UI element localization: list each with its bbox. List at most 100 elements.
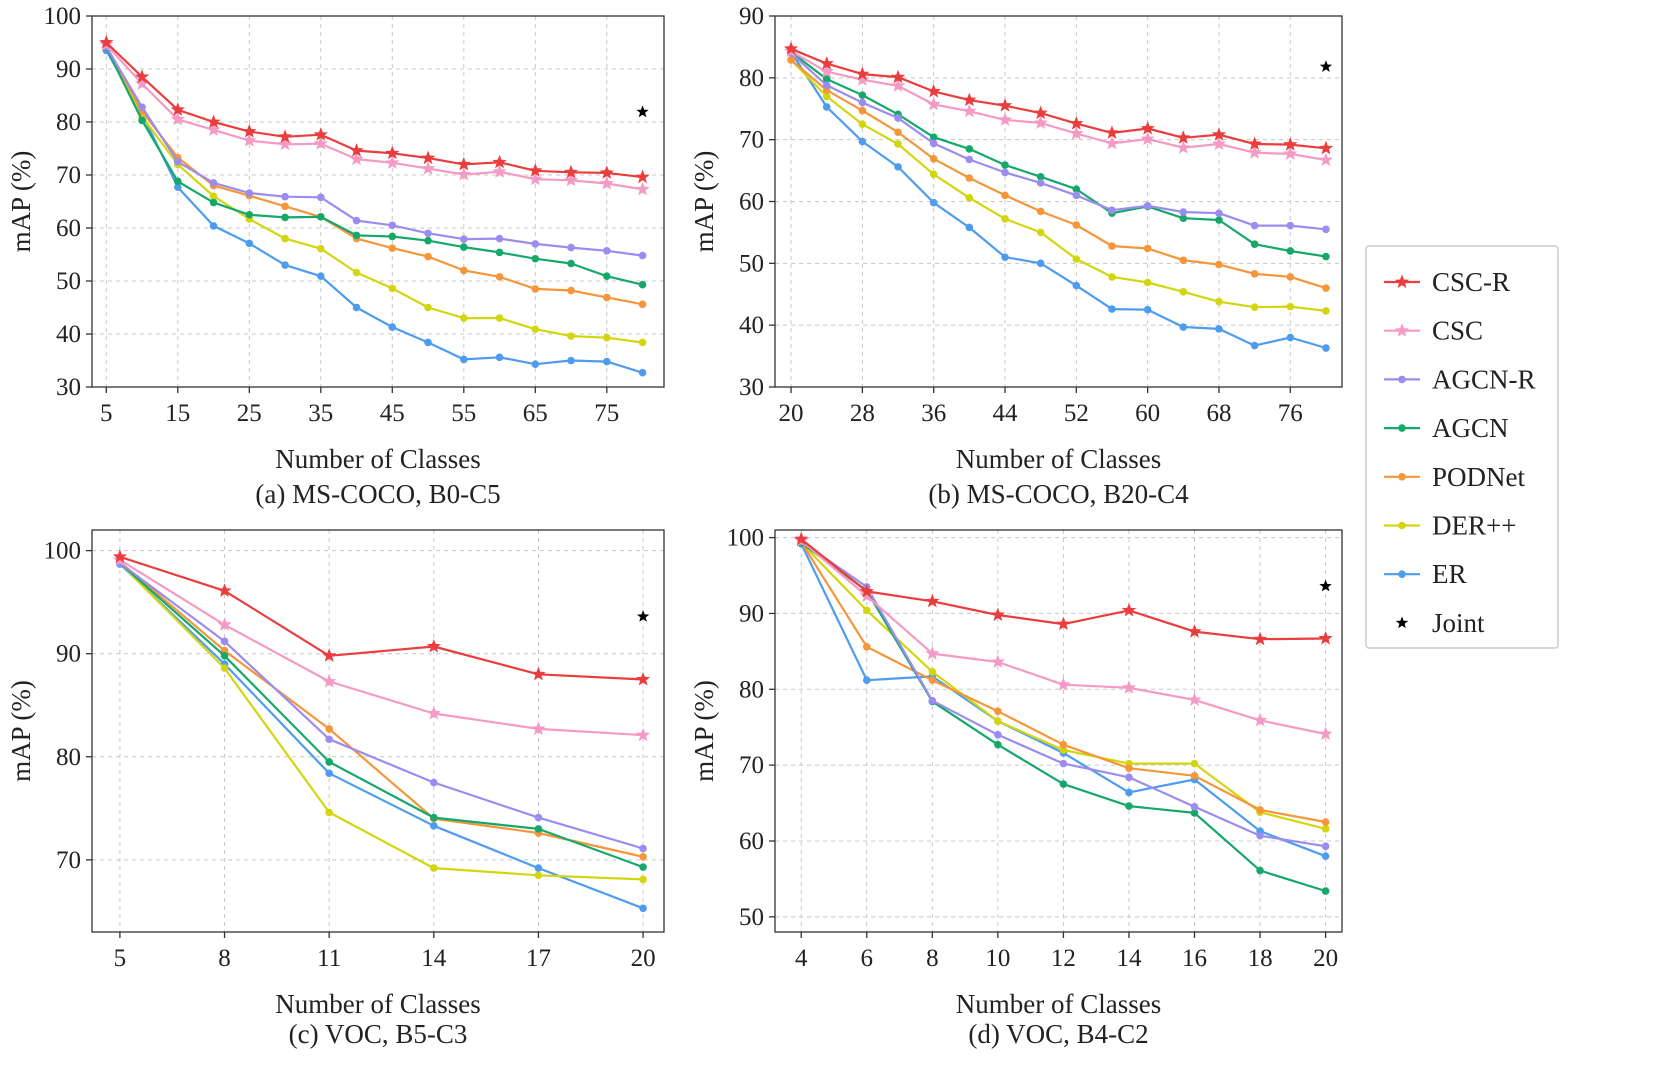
data-point [460, 235, 468, 243]
data-point [317, 244, 325, 253]
data-point [567, 286, 575, 295]
chart-c-series-agcn-r [116, 559, 647, 853]
data-point [1069, 126, 1084, 140]
data-point [1121, 602, 1137, 617]
chart-a-xtick-1: 15 [165, 400, 190, 427]
chart-b-xtick-1: 28 [850, 400, 875, 427]
legend-item-agcn-r: AGCN-R [1384, 364, 1536, 394]
chart-d-xtick-5: 14 [1116, 945, 1142, 972]
chart-d-xtick-0: 4 [795, 945, 808, 972]
data-point [531, 666, 546, 681]
legend-item-er: ER [1384, 559, 1467, 589]
chart-b-xtick-6: 68 [1206, 400, 1231, 427]
series-line [105, 46, 643, 257]
data-point [1286, 221, 1295, 230]
data-point [1252, 712, 1268, 727]
chart-a-ytick-6: 90 [56, 56, 81, 83]
data-point [1069, 116, 1084, 130]
data-point [495, 234, 504, 243]
data-point [420, 150, 436, 165]
data-point [1056, 677, 1071, 691]
data-point [858, 106, 867, 115]
data-point [1190, 809, 1199, 817]
data-point [639, 863, 647, 871]
data-point [965, 193, 974, 202]
data-point [1059, 780, 1068, 788]
data-point [170, 111, 185, 126]
data-point [349, 143, 364, 157]
data-point [325, 808, 333, 817]
legend-label: ER [1432, 559, 1467, 589]
data-point [206, 122, 221, 136]
data-point [783, 41, 799, 55]
data-point [638, 300, 647, 309]
data-point [1036, 207, 1045, 216]
data-point [1001, 215, 1009, 223]
data-point [217, 583, 232, 597]
chart-a-xtick-0: 5 [100, 400, 113, 427]
data-point [430, 864, 438, 872]
data-point [1318, 631, 1333, 645]
chart-c-series-podnet [116, 558, 647, 861]
chart-c: 70 80 90 100 5 8 11 14 17 20 Number of Classes mAP … [6, 529, 665, 1049]
chart-a-xtick-7: 75 [594, 400, 619, 427]
chart-d-ytick-0: 50 [739, 904, 764, 931]
data-point [534, 871, 543, 880]
data-point [209, 179, 218, 187]
data-point [209, 198, 218, 207]
data-point [1322, 284, 1330, 292]
data-point [456, 156, 471, 171]
legend-marker [1395, 616, 1409, 629]
chart-c-ytick-2: 90 [56, 641, 81, 668]
data-point [1108, 273, 1116, 281]
data-point [426, 639, 441, 653]
data-point [245, 210, 254, 219]
data-point [822, 103, 831, 111]
legend-marker [1398, 473, 1406, 481]
data-point [563, 172, 579, 187]
data-point [1283, 146, 1298, 160]
data-point [1322, 344, 1330, 352]
legend-item-csc-r: CSC-R [1384, 267, 1510, 297]
legend-marker [1398, 424, 1406, 432]
data-point [1125, 773, 1133, 782]
chart-a-ytick-0: 30 [56, 374, 81, 401]
data-point [1033, 115, 1048, 129]
chart-d-joint-point [1319, 579, 1332, 592]
series-line [105, 43, 643, 191]
data-point [1286, 247, 1295, 255]
legend-label: DER++ [1432, 511, 1516, 541]
chart-b-xtick-0: 20 [779, 400, 804, 427]
data-point [1252, 631, 1268, 646]
data-point [1179, 214, 1188, 222]
chart-b-joint-point [1319, 60, 1333, 72]
data-point [925, 646, 940, 660]
legend-box [1365, 245, 1559, 649]
series-line [119, 558, 644, 737]
data-point [325, 725, 333, 733]
series-line [790, 59, 1327, 312]
data-point [635, 169, 650, 184]
data-point [894, 114, 902, 122]
data-point [1140, 121, 1155, 135]
data-point [1190, 771, 1199, 780]
data-point [929, 155, 938, 163]
data-point [928, 668, 937, 676]
data-point [1125, 802, 1133, 810]
data-point [492, 164, 507, 178]
data-point [1036, 172, 1045, 181]
series-line [790, 51, 1327, 258]
data-point [534, 864, 543, 872]
data-point [281, 202, 289, 211]
chart-b-ytick-0: 30 [739, 374, 764, 401]
data-point [1001, 168, 1009, 177]
data-point [567, 243, 575, 252]
legend-marker [1398, 521, 1406, 530]
data-point [1256, 806, 1264, 814]
data-point [1108, 305, 1116, 313]
chart-d-series-agcn-r [797, 537, 1330, 851]
data-point [430, 778, 438, 787]
chart-d-series-csc [794, 533, 1333, 741]
data-point [317, 272, 325, 281]
legend-marker [1398, 375, 1406, 384]
